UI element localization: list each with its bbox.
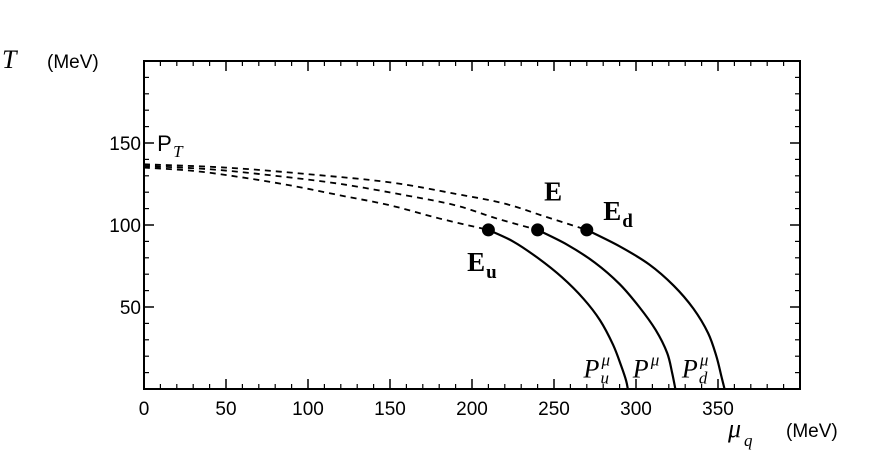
y-tick-label: 150: [109, 134, 141, 155]
crossover-line-3: [143, 166, 489, 231]
plot-frame: [143, 60, 801, 390]
critical-point-2: [580, 223, 594, 237]
x-tick-label: 50: [215, 399, 236, 420]
x-tick-labels: 0 50 100 150 200 250 300 350: [139, 399, 734, 420]
annotation-4-sup: μ: [601, 351, 611, 370]
major-ticks: [144, 61, 800, 389]
x-axis-label-sub: q: [744, 431, 753, 450]
transition-line-2: [586, 228, 726, 390]
y-axis-label: T: [2, 45, 18, 74]
x-tick-label: 0: [139, 399, 150, 420]
minor-ticks: [144, 61, 800, 389]
y-tick-labels: 50 100 150: [109, 134, 141, 319]
transition-line-0: [487, 228, 629, 390]
y-axis-unit: (MeV): [47, 52, 99, 73]
y-tick-label: 50: [120, 298, 141, 319]
y-tick-label: 100: [109, 216, 141, 237]
annotation-3-sub: u: [486, 262, 497, 283]
transition-line-1: [537, 228, 677, 390]
critical-point-1: [531, 223, 545, 237]
annotation-6-sub: d: [699, 369, 708, 388]
crossover-line-5: [143, 163, 588, 231]
annotation-5-sup: μ: [650, 351, 660, 370]
crossover-line-4: [143, 165, 538, 231]
x-tick-label: 150: [374, 399, 406, 420]
annotation-3: E: [467, 247, 485, 277]
annotation-2: E: [603, 196, 621, 226]
x-axis-label: μ: [727, 414, 741, 443]
x-tick-label: 250: [538, 399, 570, 420]
annotation-6: P: [681, 355, 698, 384]
annotation-6-sup: μ: [699, 351, 709, 370]
annotation-4: P: [583, 355, 600, 384]
x-tick-label: 300: [620, 399, 652, 420]
annotation-0-sub: T: [173, 142, 184, 161]
critical-point-0: [481, 223, 495, 237]
annotation-1: E: [544, 176, 562, 206]
x-axis-unit: (MeV): [786, 421, 838, 442]
critical-points: [481, 223, 594, 237]
x-tick-label: 200: [456, 399, 488, 420]
annotation-4-sub: u: [601, 369, 610, 388]
annotation-0: P: [157, 131, 172, 156]
annotation-5: P: [632, 355, 649, 384]
curves: [143, 163, 726, 390]
x-tick-label: 350: [702, 399, 734, 420]
annotation-2-sub: d: [622, 211, 633, 232]
x-tick-label: 100: [292, 399, 324, 420]
